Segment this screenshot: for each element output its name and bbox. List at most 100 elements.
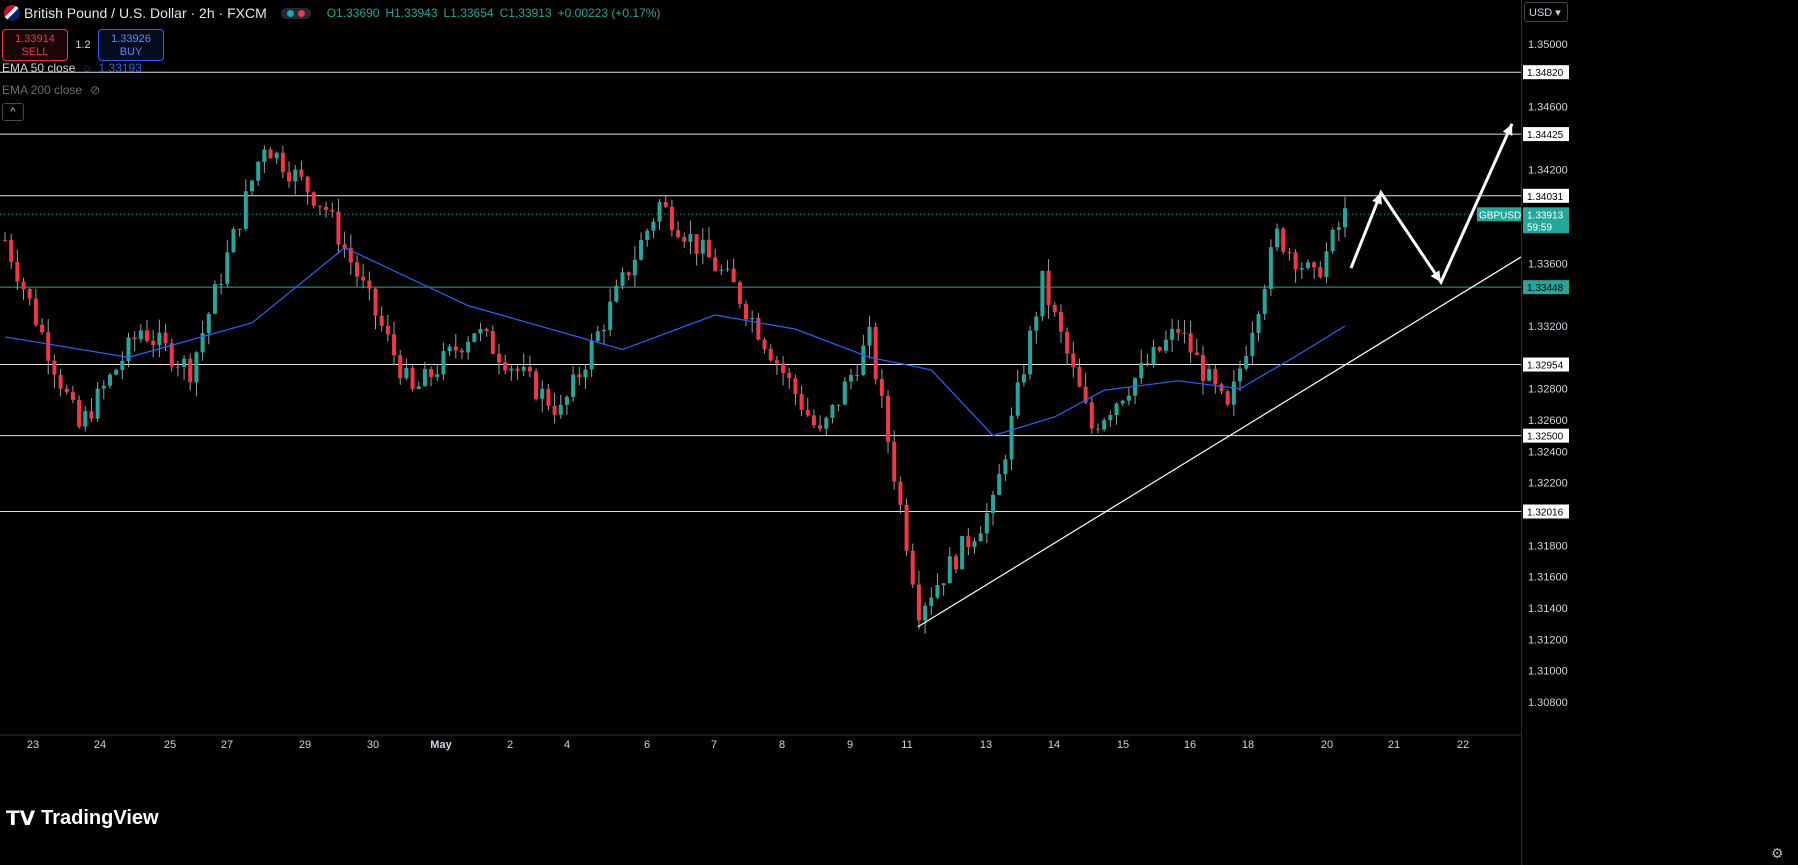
candle-body — [336, 211, 341, 245]
candle-body — [1102, 420, 1107, 430]
hidden-eye-icon[interactable]: ⊘ — [90, 83, 101, 97]
candle-body — [632, 259, 637, 276]
candle-body — [1305, 262, 1310, 268]
arrow-head-icon — [1502, 123, 1513, 136]
candle-body — [984, 513, 989, 534]
candle-body — [583, 369, 588, 378]
candle-body — [645, 230, 650, 241]
level-label-box — [1523, 428, 1569, 443]
candle-body — [1077, 366, 1082, 387]
candle-body — [175, 366, 180, 368]
indicator-ema200[interactable]: EMA 200 close ⊘ — [2, 83, 100, 97]
buy-price: 1.33926 — [111, 33, 151, 45]
settings-gear-icon[interactable]: ⚙ — [1771, 845, 1784, 861]
level-label: 1.34425 — [1527, 130, 1564, 141]
tv-logo-icon: 𝗧𝗩 — [6, 808, 36, 830]
candle-body — [571, 374, 576, 398]
level-label-box — [1523, 280, 1569, 295]
candle-body — [552, 405, 557, 415]
sell-button[interactable]: 1.33914 SELL — [2, 29, 68, 61]
market-open-dot-icon — [286, 9, 294, 17]
candle-body — [1058, 312, 1063, 332]
candle-body — [1015, 382, 1020, 416]
high-value: H1.33943 — [385, 6, 438, 20]
tradingview-logo[interactable]: 𝗧𝗩 TradingView — [6, 806, 159, 831]
arrow-head-icon — [1372, 192, 1382, 205]
candle-body — [639, 240, 644, 260]
y-tick-label: 1.35000 — [1528, 39, 1568, 51]
candle-body — [95, 388, 100, 419]
candle-body — [916, 584, 921, 621]
candle-body — [601, 329, 606, 332]
candle-body — [77, 399, 82, 427]
market-status-indicator[interactable] — [280, 7, 311, 19]
x-tick-label: 11 — [901, 739, 912, 751]
candle-body — [1238, 368, 1243, 382]
level-label: 1.32954 — [1527, 361, 1564, 372]
collapse-legend-button[interactable]: ^ — [2, 103, 24, 121]
x-tick-label: 22 — [1457, 739, 1469, 751]
candle-body — [212, 284, 217, 314]
candle-body — [182, 358, 187, 367]
candle-body — [676, 230, 681, 237]
candle-body — [824, 417, 829, 429]
currency-selector[interactable]: USD ▾ — [1524, 2, 1568, 22]
candle-body — [836, 404, 841, 406]
candle-body — [447, 346, 452, 352]
candle-body — [416, 386, 421, 389]
buy-button[interactable]: 1.33926 BUY — [98, 29, 164, 61]
candle-body — [1114, 403, 1119, 416]
sell-price: 1.33914 — [15, 33, 55, 45]
candle-body — [89, 411, 94, 419]
level-label-box — [1523, 504, 1569, 519]
level-label-box — [1523, 65, 1569, 80]
candle-body — [947, 556, 952, 584]
candle-body — [1157, 347, 1162, 351]
y-tick-label: 1.30800 — [1528, 697, 1568, 709]
candle-body — [1065, 331, 1070, 354]
trendline — [917, 256, 1522, 628]
candle-body — [762, 339, 767, 349]
candle-body — [873, 326, 878, 380]
candle-body — [157, 332, 162, 346]
price-axis[interactable] — [1521, 0, 1798, 865]
candle-body — [1293, 252, 1298, 270]
level-label: 1.34031 — [1527, 192, 1564, 203]
indicator-ema50[interactable]: EMA 50 close ◌ 1.33193 — [2, 61, 142, 75]
candle-body — [219, 283, 224, 285]
candle-body — [842, 381, 847, 405]
candle-body — [231, 229, 236, 253]
candle-body — [737, 282, 742, 304]
candle-body — [1343, 208, 1347, 228]
candle-body — [787, 372, 792, 379]
candle-body — [1034, 316, 1039, 331]
gbp-usd-flag-icon — [4, 5, 20, 21]
candle-body — [330, 210, 335, 212]
ohlc-readout: O1.33690 H1.33943 L1.33654 C1.33913 +0.0… — [327, 6, 661, 20]
candle-body — [688, 234, 693, 242]
candle-body — [398, 355, 403, 379]
candle-body — [941, 583, 946, 586]
candle-body — [1287, 251, 1292, 253]
candle-body — [799, 394, 804, 410]
candle-body — [151, 340, 156, 346]
candle-body — [379, 315, 384, 326]
candle-body — [1262, 288, 1267, 314]
candle-body — [527, 366, 532, 372]
candle-body — [225, 252, 230, 284]
candle-body — [756, 317, 761, 340]
candle-body — [1219, 384, 1224, 392]
candle-body — [706, 239, 711, 258]
candle-body — [280, 152, 285, 173]
x-tick-label: 27 — [221, 739, 233, 751]
candle-body — [410, 367, 415, 389]
y-tick-label: 1.34200 — [1528, 164, 1568, 176]
candle-body — [744, 303, 749, 320]
symbol-title[interactable]: British Pound / U.S. Dollar · 2h · FXCM — [24, 5, 267, 21]
candle-body — [1095, 428, 1100, 430]
x-tick-label: 8 — [779, 739, 785, 751]
candle-body — [15, 261, 20, 282]
candle-body — [848, 375, 853, 382]
candle-body — [497, 353, 502, 363]
